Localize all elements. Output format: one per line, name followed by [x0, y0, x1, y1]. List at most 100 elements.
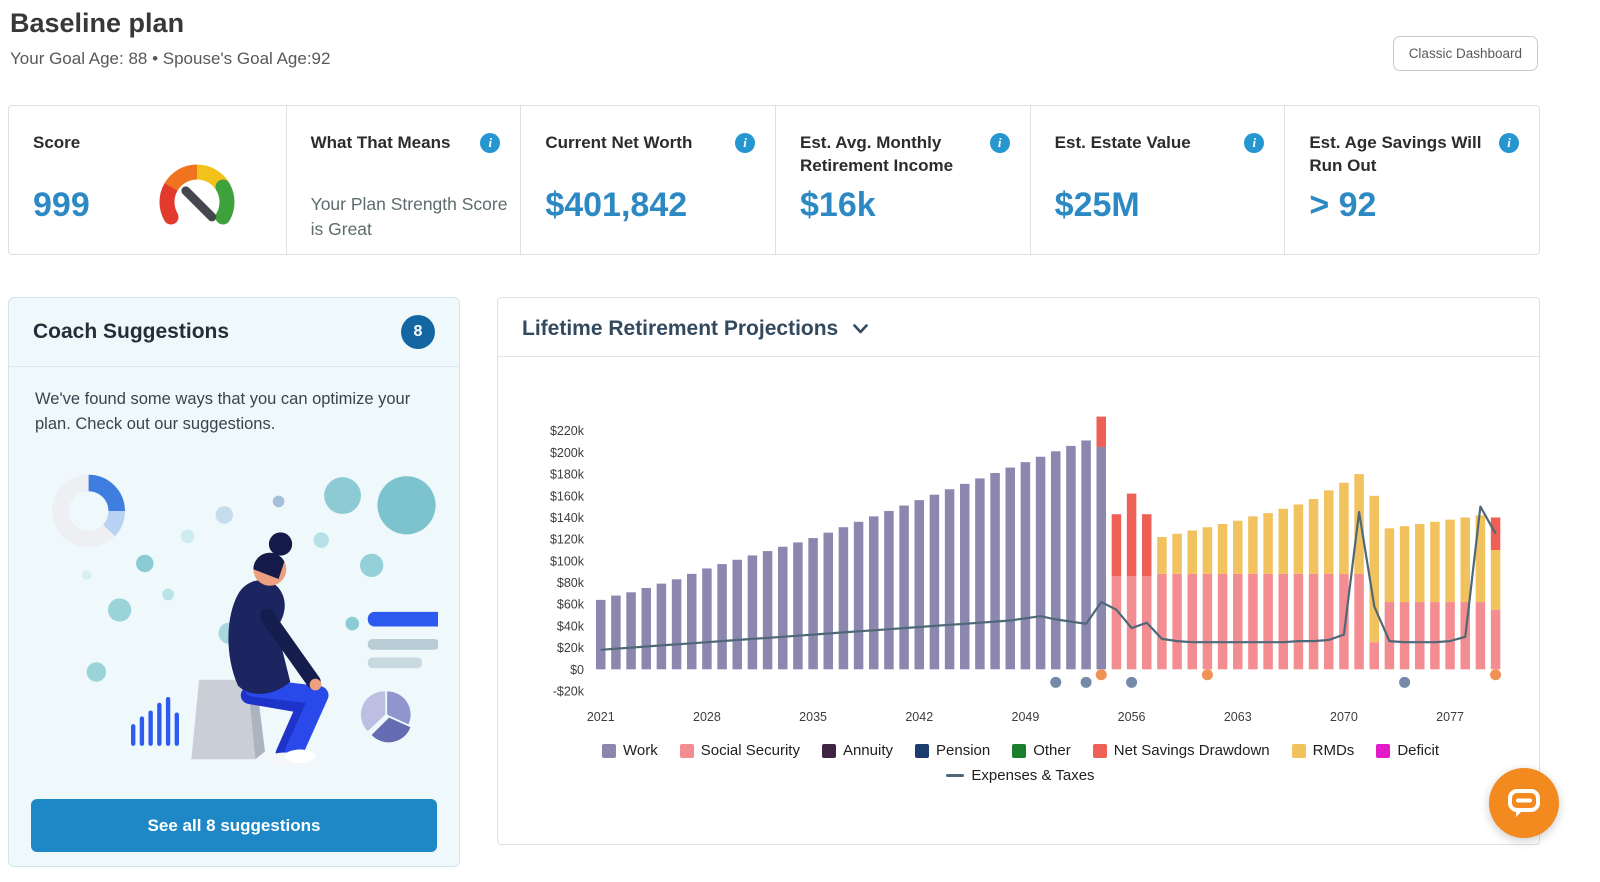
estate-value: $25M	[1054, 186, 1140, 224]
bar-segment	[747, 555, 758, 670]
bar-segment	[1157, 536, 1167, 574]
bar-segment	[1081, 440, 1091, 670]
bar-segment	[717, 564, 727, 670]
coach-title: Coach Suggestions	[33, 320, 230, 343]
bar-segment	[838, 527, 849, 670]
bar-segment	[944, 489, 955, 670]
event-marker-orange	[1095, 669, 1107, 681]
y-axis-tick: $120k	[550, 533, 585, 547]
stat-savings-run-out: Est. Age Savings Will Run Out i > 92	[1284, 106, 1539, 254]
expenses-line	[600, 505, 1497, 651]
estate-label: Est. Estate Value	[1054, 133, 1191, 152]
info-icon[interactable]: i	[989, 133, 1010, 153]
bar-segment	[960, 483, 970, 670]
net-worth-value: $401,842	[545, 186, 688, 224]
bar-segment	[975, 478, 985, 670]
event-marker-gray	[1399, 676, 1411, 688]
bar-segment	[1490, 550, 1501, 610]
chart-header: Lifetime Retirement Projections	[498, 298, 1539, 357]
stat-score: Score 999	[9, 106, 286, 254]
bar-segment	[1202, 573, 1213, 670]
projections-card: Lifetime Retirement Projections $220k $20…	[497, 297, 1540, 845]
bar-segment	[990, 472, 1000, 670]
stat-monthly-income: Est. Avg. Monthly Retirement Income i $1…	[775, 106, 1030, 254]
bar-segment	[702, 568, 712, 670]
chart-legend-row2: Expenses & Taxes	[514, 767, 1527, 784]
bar-segment	[1217, 573, 1228, 670]
x-axis-tick: 2056	[1118, 710, 1146, 724]
projections-svg: $220k $200k $180k $160k $140k $120k $100k $80k $…	[550, 416, 1502, 724]
run-out-label: Est. Age Savings Will Run Out	[1309, 133, 1482, 175]
bar-segment	[1278, 573, 1288, 670]
bar-segment	[656, 583, 667, 670]
bar-segment	[1051, 451, 1061, 670]
see-all-suggestions-button[interactable]: See all 8 suggestions	[31, 799, 437, 852]
legend-item: Social Security	[679, 742, 800, 759]
bar-segment	[1126, 493, 1137, 577]
coach-illustration	[52, 474, 438, 766]
y-axis-tick: $20k	[557, 641, 585, 655]
bar-segment	[1278, 508, 1288, 574]
event-marker-gray	[1126, 676, 1138, 688]
legend-swatch	[821, 743, 836, 758]
legend-swatch	[946, 774, 965, 777]
bar-segment	[1172, 573, 1182, 670]
y-axis-tick: $180k	[550, 468, 585, 482]
y-axis-tick: $220k	[550, 424, 585, 438]
info-icon[interactable]: i	[735, 133, 755, 153]
legend-label: Social Security	[700, 742, 800, 759]
bar-segment	[762, 551, 773, 670]
bar-segment	[808, 538, 818, 670]
bar-segment	[1096, 416, 1106, 447]
bar-segment	[1202, 527, 1213, 574]
x-axis-tick: 2063	[1224, 710, 1252, 724]
event-marker-gray	[1080, 676, 1092, 688]
bar-segment	[1263, 573, 1273, 670]
bar-segment	[1415, 523, 1425, 603]
bar-segment	[929, 494, 940, 670]
bar-segment	[1233, 573, 1243, 670]
chevron-down-icon[interactable]	[851, 322, 870, 336]
x-axis-tick: 2028	[693, 710, 721, 724]
plan-stats-card: Score 999 What That Means i Your Plan St…	[8, 105, 1540, 255]
bar-segment	[1172, 533, 1182, 574]
event-marker-orange	[1490, 669, 1502, 681]
bar-segment	[611, 595, 621, 670]
chat-bubble-icon	[1508, 789, 1540, 817]
x-axis-tick: 2049	[1012, 710, 1040, 724]
score-value: 999	[33, 186, 90, 224]
bar-segment	[1430, 521, 1440, 603]
bar-segment	[641, 587, 651, 670]
chart-legend-row1: Work Social Security Annuity Pension Other Ne…	[514, 742, 1527, 759]
stat-estate-value: Est. Estate Value i $25M	[1029, 106, 1285, 254]
event-marker-orange	[1201, 669, 1213, 681]
bar-segment	[1399, 526, 1410, 603]
bar-segment	[1490, 609, 1501, 670]
coach-header: Coach Suggestions 8	[9, 298, 459, 367]
bar-segment	[1354, 573, 1364, 670]
chat-launcher-button[interactable]	[1489, 768, 1559, 838]
bar-segment	[1248, 516, 1258, 574]
legend-swatch	[1012, 743, 1027, 758]
legend-item: Expenses & Taxes	[946, 767, 1095, 784]
info-icon[interactable]: i	[480, 133, 501, 153]
stat-net-worth: Current Net Worth i $401,842	[520, 106, 775, 254]
bar-segment	[1005, 467, 1015, 670]
info-icon[interactable]: i	[1244, 133, 1265, 153]
bar-segment	[1384, 602, 1395, 670]
info-icon[interactable]: i	[1499, 133, 1520, 153]
bar-segment	[687, 573, 697, 670]
bar-segment	[778, 546, 788, 670]
bar-segment	[1339, 573, 1349, 670]
bar-segment	[1445, 519, 1455, 603]
legend-swatch	[1291, 743, 1306, 758]
bar-segment	[1126, 576, 1137, 670]
bar-segment	[1217, 523, 1228, 574]
legend-item: Other	[1012, 742, 1071, 759]
x-axis-tick: 2070	[1330, 710, 1358, 724]
bar-segment	[1020, 462, 1031, 670]
y-axis-tick: $140k	[550, 511, 585, 525]
x-axis-tick: 2042	[905, 710, 933, 724]
legend-label: Annuity	[842, 742, 893, 759]
classic-dashboard-button[interactable]: Classic Dashboard	[1392, 36, 1538, 71]
